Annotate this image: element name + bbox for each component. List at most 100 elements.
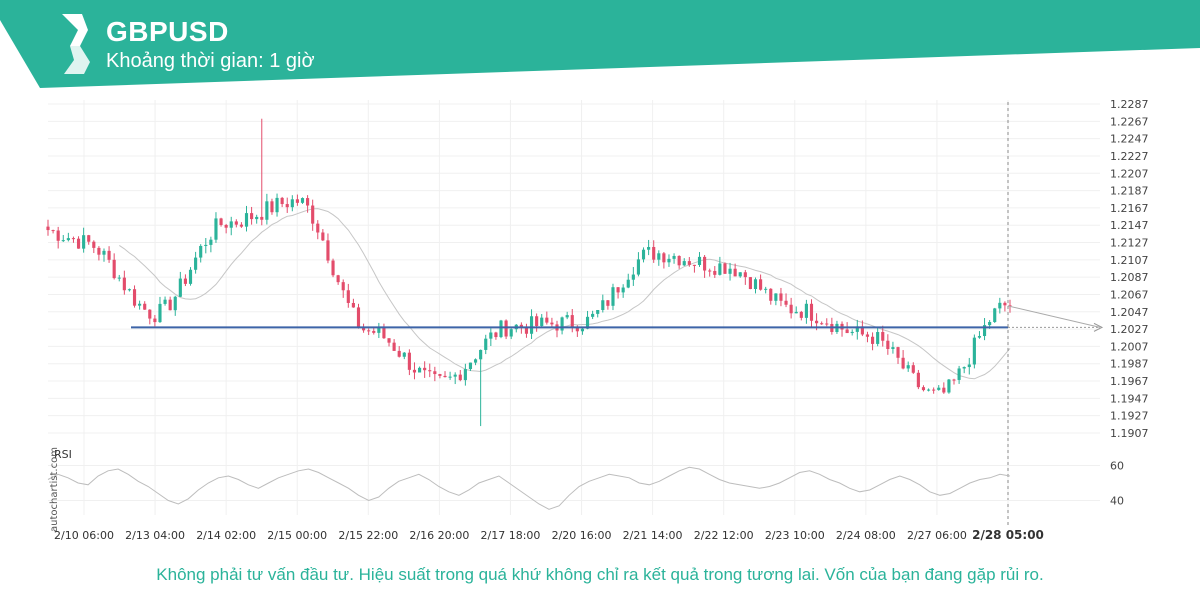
- candle-body: [606, 300, 610, 306]
- candle-body: [428, 370, 432, 372]
- candle-body: [341, 282, 345, 291]
- candle-body: [499, 320, 503, 338]
- candle-body: [102, 250, 106, 255]
- candle-body: [876, 332, 880, 344]
- candle-body: [473, 359, 478, 363]
- candle-body: [275, 197, 279, 213]
- candle-body: [51, 230, 55, 232]
- price-tick-label: 1.2007: [1110, 340, 1149, 353]
- candle-body: [697, 256, 702, 265]
- price-tick-label: 1.2167: [1110, 202, 1149, 215]
- candle-body: [234, 221, 238, 225]
- candle-body: [825, 323, 829, 325]
- candle-body: [46, 226, 50, 231]
- candle-body: [601, 300, 605, 310]
- candle-body: [311, 205, 315, 224]
- price-tick-label: 1.1987: [1110, 358, 1149, 371]
- candle-body: [356, 307, 361, 328]
- candle-body: [300, 198, 305, 203]
- moving-average-line: [119, 208, 1011, 380]
- candle-body: [265, 201, 269, 220]
- time-tick-label: 2/16 20:00: [409, 529, 469, 542]
- candle-body: [250, 213, 254, 220]
- time-tick-label: 2/22 12:00: [694, 529, 754, 542]
- candle-body: [188, 269, 193, 284]
- candle-body: [214, 218, 218, 240]
- candle-body: [285, 204, 289, 208]
- candle-body: [504, 320, 508, 337]
- candle-body: [596, 309, 600, 314]
- interval-label: Khoảng thời gian: 1 giờ: [106, 50, 315, 72]
- time-tick-label: 2/24 08:00: [836, 529, 896, 542]
- candle-body: [1003, 302, 1007, 306]
- brand-logo: [62, 14, 90, 74]
- candle-body: [280, 197, 284, 205]
- price-tick-label: 1.2187: [1110, 185, 1149, 198]
- candle-body: [321, 232, 325, 241]
- candle-body: [916, 372, 920, 388]
- candle-body: [891, 347, 895, 350]
- candle-body: [845, 329, 849, 334]
- candle-body: [937, 387, 941, 390]
- candle-body: [382, 327, 386, 339]
- time-tick-label: 2/17 18:00: [481, 529, 541, 542]
- candle-body: [76, 238, 81, 249]
- projection-arrowhead: [1093, 322, 1104, 332]
- candle-body: [351, 302, 355, 308]
- candle-body: [580, 328, 585, 332]
- candle-body: [107, 250, 111, 260]
- price-tick-label: 1.2247: [1110, 133, 1149, 146]
- price-tick-label: 1.2067: [1110, 288, 1149, 301]
- candle-body: [1008, 305, 1012, 307]
- rsi-tick-label: 40: [1110, 495, 1124, 508]
- candle-body: [550, 322, 554, 325]
- candle-body: [316, 223, 320, 233]
- candle-body: [993, 308, 997, 322]
- time-tick-label: 2/21 14:00: [623, 529, 683, 542]
- candle-body: [616, 287, 620, 293]
- candle-body: [402, 352, 406, 357]
- candle-body: [743, 272, 747, 278]
- candle-body: [122, 277, 126, 291]
- candle-body: [270, 201, 274, 213]
- candle-body: [881, 332, 885, 341]
- candle-body: [575, 326, 579, 332]
- candle-body: [362, 327, 366, 331]
- candle-body: [626, 279, 630, 288]
- candle-body: [290, 199, 294, 208]
- time-axis: 2/10 06:00 2/13 04:00 2/14 02:00 2/15 00:00…: [54, 528, 1044, 542]
- candle-body: [92, 241, 96, 248]
- candle-body: [412, 369, 417, 373]
- candle-body: [519, 324, 523, 328]
- price-tick-label: 1.2287: [1110, 98, 1149, 111]
- price-tick-label: 1.2267: [1110, 115, 1149, 128]
- candle-body: [71, 238, 76, 240]
- candle-body: [713, 270, 717, 275]
- candle-body: [453, 374, 457, 377]
- price-chart: 1.2287 1.2267 1.2247 1.2227 1.2207 1.2187 1.21…: [46, 98, 1149, 542]
- candle-body: [82, 235, 86, 249]
- candle-body: [565, 315, 569, 318]
- rsi-panel: RSI 60 40: [47, 448, 1124, 510]
- candle-body: [753, 279, 758, 290]
- candle-body: [346, 290, 350, 303]
- candle-body: [748, 277, 752, 290]
- candle-body: [178, 278, 182, 297]
- candle-body: [769, 288, 773, 301]
- candle-body: [448, 376, 452, 378]
- candle-body: [998, 302, 1002, 309]
- price-tick-label: 1.2207: [1110, 167, 1149, 180]
- candle-body: [377, 327, 381, 333]
- candle-body: [158, 303, 162, 323]
- rsi-tick-label: 60: [1110, 460, 1124, 473]
- price-tick-label: 1.2047: [1110, 306, 1149, 319]
- candle-body: [545, 317, 549, 323]
- candle-body: [687, 261, 691, 265]
- candle-body: [244, 213, 249, 227]
- candle-body: [641, 249, 646, 260]
- time-tick-label: 2/15 00:00: [267, 529, 327, 542]
- candle-body: [560, 317, 564, 331]
- candle-body: [199, 245, 203, 258]
- header-background: [0, 0, 1200, 88]
- time-tick-label: 2/23 10:00: [765, 529, 825, 542]
